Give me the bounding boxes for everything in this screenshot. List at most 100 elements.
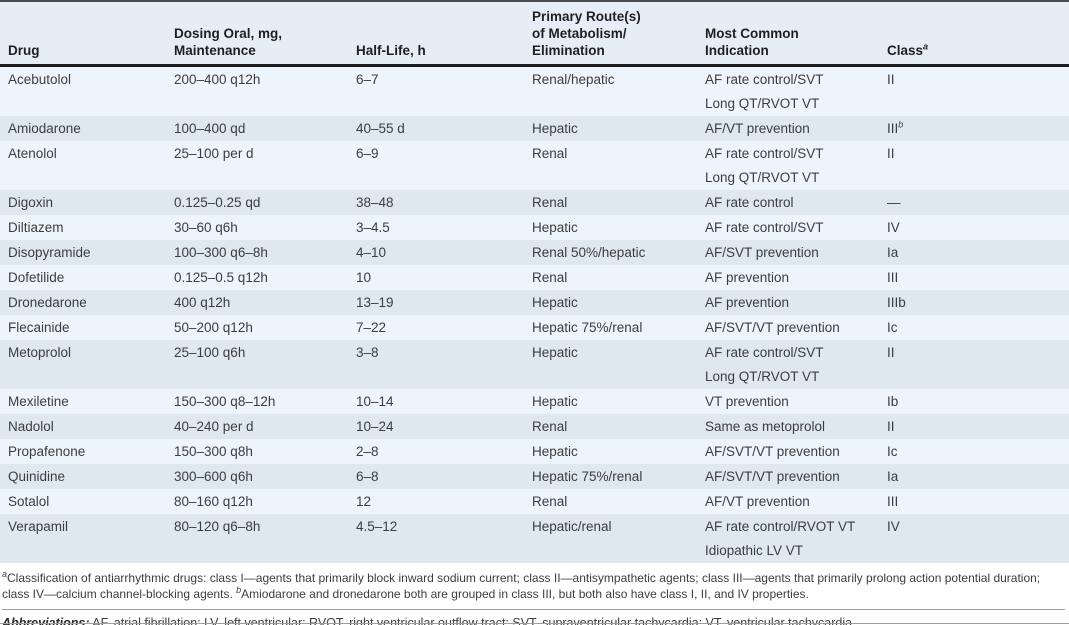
route-cell: Hepatic	[532, 295, 578, 310]
table-row: Atenolol 25–100 per d 6–9 Renal AF rate …	[0, 141, 1069, 190]
halflife-cell: 3–4.5	[356, 220, 390, 235]
indication-line-1: AF prevention	[705, 295, 790, 310]
route-cell: Hepatic	[532, 444, 578, 459]
drug-cell: Sotalol	[8, 494, 50, 509]
class-cell: —	[887, 195, 901, 210]
table-row: Digoxin 0.125–0.25 qd 38–48 Renal AF rat…	[0, 190, 1069, 215]
indication-line-1: AF/SVT/VT prevention	[705, 469, 840, 484]
halflife-cell: 10–14	[356, 394, 394, 409]
class-cell: II	[887, 146, 895, 161]
indication-line-2: Idiopathic LV VT	[705, 543, 804, 558]
route-cell: Renal	[532, 146, 568, 161]
indication-line-1: Same as metoprolol	[705, 419, 826, 434]
route-cell: Renal 50%/hepatic	[532, 245, 646, 260]
route-cell: Renal	[532, 270, 568, 285]
table-row: Metoprolol 25–100 q6h 3–8 Hepatic AF rat…	[0, 340, 1069, 389]
halflife-cell: 6–8	[356, 469, 379, 484]
dosing-cell: 25–100 per d	[174, 146, 254, 161]
drug-cell: Quinidine	[8, 469, 66, 484]
dosing-cell: 200–400 q12h	[174, 72, 261, 87]
table-row: Acebutolol 200–400 q12h 6–7 Renal/hepati…	[0, 65, 1069, 116]
drug-cell: Dofetilide	[8, 270, 65, 285]
abbreviations-line: Abbreviations: AF, atrial fibrillation; …	[2, 615, 1065, 625]
table-row: Propafenone 150–300 q8h 2–8 Hepatic AF/S…	[0, 439, 1069, 464]
class-cell: III	[887, 494, 899, 509]
indication-line-1: AF/VT prevention	[705, 494, 810, 509]
header-row: Drug Dosing Oral, mg, Maintenance Half-L…	[0, 2, 1069, 67]
indication-line-1: AF rate control/SVT	[705, 146, 824, 161]
indication-cell: AF/SVT/VT prevention	[705, 315, 887, 340]
drug-cell: Dronedarone	[8, 295, 87, 310]
route-cell: Renal	[532, 195, 568, 210]
route-cell: Hepatic/renal	[532, 519, 612, 534]
indication-cell: AF prevention	[705, 265, 887, 290]
footnote-text-a: Classification of antiarrhythmic drugs: …	[2, 571, 1041, 601]
indication-line-1: AF rate control	[705, 195, 794, 210]
indication-cell: AF rate control/RVOT VT Idiopathic LV VT	[705, 514, 887, 563]
indication-cell: AF rate control/SVT Long QT/RVOT VT	[705, 340, 887, 389]
dosing-cell: 50–200 q12h	[174, 320, 253, 335]
class-cell: Ia	[887, 245, 899, 260]
halflife-cell: 6–7	[356, 72, 379, 87]
class-cell: IV	[887, 220, 900, 235]
class-cell: Ib	[887, 394, 899, 409]
drug-cell: Atenolol	[8, 146, 57, 161]
table-body: Acebutolol 200–400 q12h 6–7 Renal/hepati…	[0, 65, 1069, 563]
drug-cell: Flecainide	[8, 320, 70, 335]
class-cell: III	[887, 270, 899, 285]
indication-line-1: AF/VT prevention	[705, 121, 810, 136]
class-cell: IIIb	[887, 295, 906, 310]
indication-cell: AF rate control/SVT	[705, 215, 887, 240]
table-row: Nadolol 40–240 per d 10–24 Renal Same as…	[0, 414, 1069, 439]
halflife-cell: 13–19	[356, 295, 394, 310]
indication-cell: VT prevention	[705, 389, 887, 414]
footnote-marker-a: a	[2, 569, 8, 579]
indication-cell: AF/VT prevention	[705, 116, 887, 141]
table-row: Flecainide 50–200 q12h 7–22 Hepatic 75%/…	[0, 315, 1069, 340]
indication-cell: AF prevention	[705, 290, 887, 315]
halflife-cell: 38–48	[356, 195, 394, 210]
bottom-border-line	[0, 623, 1069, 624]
table-row: Dronedarone 400 q12h 13–19 Hepatic AF pr…	[0, 290, 1069, 315]
classification-footnote: aClassification of antiarrhythmic drugs:…	[2, 570, 1065, 602]
header-class: Classa	[887, 2, 1069, 67]
indication-cell: AF/SVT/VT prevention	[705, 464, 887, 489]
drug-cell: Propafenone	[8, 444, 86, 459]
footnote-marker-b: b	[236, 585, 242, 595]
halflife-cell: 4.5–12	[356, 519, 398, 534]
indication-line-1: AF prevention	[705, 270, 790, 285]
indication-line-1: AF rate control/SVT	[705, 72, 824, 87]
indication-line-1: AF/SVT/VT prevention	[705, 444, 840, 459]
indication-cell: AF/SVT/VT prevention	[705, 439, 887, 464]
dosing-cell: 150–300 q8–12h	[174, 394, 276, 409]
indication-cell: AF/SVT prevention	[705, 240, 887, 265]
indication-cell: AF rate control/SVT Long QT/RVOT VT	[705, 141, 887, 190]
route-cell: Renal	[532, 419, 568, 434]
halflife-cell: 10	[356, 270, 372, 285]
class-footnote-marker: a	[923, 41, 929, 52]
dosing-cell: 150–300 q8h	[174, 444, 253, 459]
halflife-cell: 6–9	[356, 146, 379, 161]
table-row: Dofetilide 0.125–0.5 q12h 10 Renal AF pr…	[0, 265, 1069, 290]
indication-line-2: Long QT/RVOT VT	[705, 96, 820, 111]
table-row: Diltiazem 30–60 q6h 3–4.5 Hepatic AF rat…	[0, 215, 1069, 240]
halflife-cell: 2–8	[356, 444, 379, 459]
halflife-cell: 7–22	[356, 320, 387, 335]
table-row: Verapamil 80–120 q6–8h 4.5–12 Hepatic/re…	[0, 514, 1069, 563]
indication-line-2: Long QT/RVOT VT	[705, 369, 820, 384]
class-cell-footnote-marker: b	[898, 119, 904, 130]
dosing-cell: 80–120 q6–8h	[174, 519, 261, 534]
drug-cell: Verapamil	[8, 519, 69, 534]
table-row: Mexiletine 150–300 q8–12h 10–14 Hepatic …	[0, 389, 1069, 414]
dosing-cell: 30–60 q6h	[174, 220, 238, 235]
route-cell: Renal/hepatic	[532, 72, 615, 87]
dosing-cell: 80–160 q12h	[174, 494, 253, 509]
indication-line-1: AF/SVT/VT prevention	[705, 320, 840, 335]
drug-cell: Metoprolol	[8, 345, 72, 360]
halflife-cell: 12	[356, 494, 372, 509]
indication-line-1: VT prevention	[705, 394, 789, 409]
indication-cell: Same as metoprolol	[705, 414, 887, 439]
dosing-cell: 400 q12h	[174, 295, 231, 310]
class-cell: Ic	[887, 444, 898, 459]
